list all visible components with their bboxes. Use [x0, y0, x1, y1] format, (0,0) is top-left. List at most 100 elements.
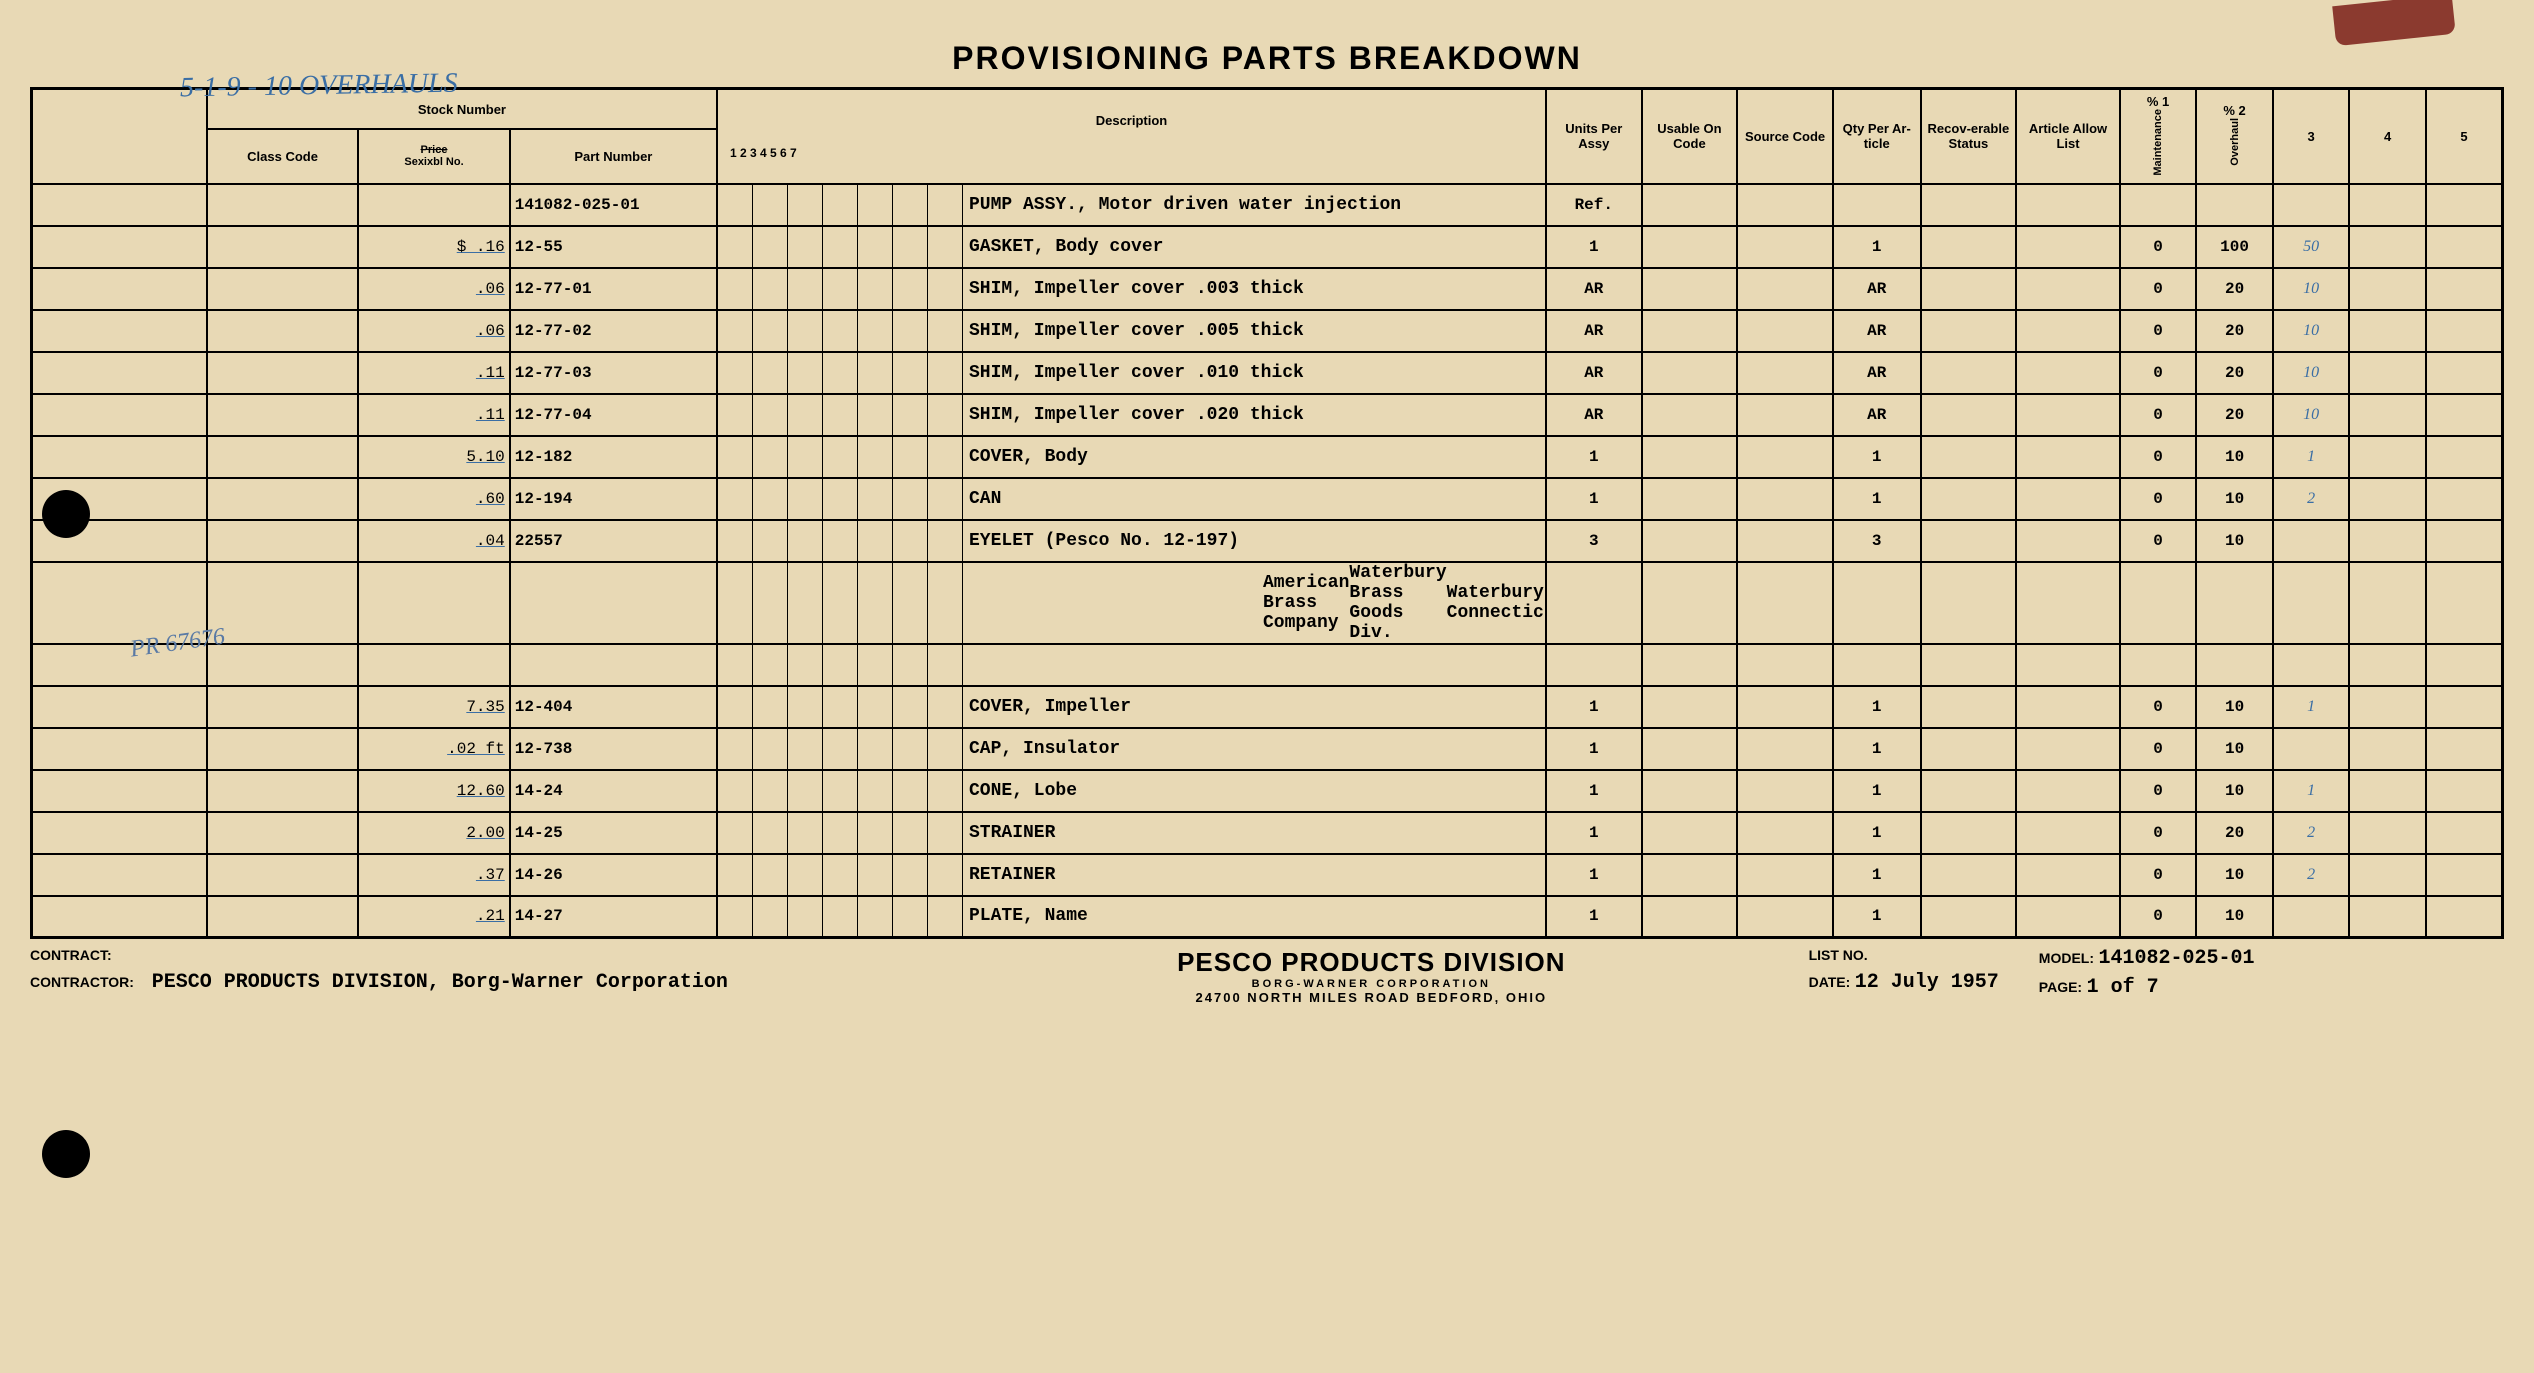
table-cell [32, 226, 207, 268]
header-pct5: 5 [2426, 89, 2503, 184]
table-cell: 20 [2196, 268, 2273, 310]
table-cell [1546, 562, 1642, 644]
table-cell [1737, 854, 1833, 896]
table-cell: 1 [1546, 770, 1642, 812]
table-cell: AR [1546, 394, 1642, 436]
header-pct4: 4 [2349, 89, 2426, 184]
page-value: 1 of 7 [2087, 976, 2159, 999]
table-cell [2426, 644, 2503, 686]
table-cell [2349, 896, 2426, 938]
table-cell [1921, 854, 2017, 896]
table-row: $ .1612-55 GASKET, Body cover 11010050 [32, 226, 2503, 268]
table-cell: 1 [1833, 686, 1921, 728]
table-cell: 14-27 [510, 896, 717, 938]
table-cell [2016, 812, 2120, 854]
table-cell [2349, 562, 2426, 644]
table-cell [1642, 520, 1738, 562]
table-cell [717, 644, 1546, 686]
table-row: 141082-025-01 PUMP ASSY., Motor driven w… [32, 184, 2503, 226]
header-pct2: % 2Overhaul [2196, 89, 2273, 184]
table-cell [2426, 226, 2503, 268]
table-row: 7.3512-404 COVER, Impeller 110101 [32, 686, 2503, 728]
table-cell [1642, 854, 1738, 896]
table-cell: 12-77-02 [510, 310, 717, 352]
table-cell [2120, 562, 2197, 644]
table-cell: GASKET, Body cover [717, 226, 1546, 268]
table-cell: 20 [2196, 394, 2273, 436]
list-label: LIST NO. [1809, 947, 1868, 963]
table-cell [1737, 770, 1833, 812]
table-cell [207, 854, 358, 896]
table-cell: 0 [2120, 352, 2197, 394]
table-row [32, 644, 2503, 686]
table-cell [2349, 644, 2426, 686]
header-price: Price Sexixbl No. [358, 129, 509, 183]
table-cell [207, 520, 358, 562]
table-cell [2016, 436, 2120, 478]
table-cell: .02 ft [358, 728, 509, 770]
table-cell: 0 [2120, 310, 2197, 352]
table-cell [1642, 770, 1738, 812]
table-cell [1833, 644, 1921, 686]
table-cell [2426, 268, 2503, 310]
table-cell [2426, 770, 2503, 812]
table-cell: 10 [2273, 268, 2350, 310]
table-row: 12.6014-24 CONE, Lobe 110101 [32, 770, 2503, 812]
table-cell: .11 [358, 352, 509, 394]
table-cell [207, 644, 358, 686]
table-cell [1921, 728, 2017, 770]
table-cell: 14-26 [510, 854, 717, 896]
table-cell: 14-25 [510, 812, 717, 854]
table-cell: AR [1833, 310, 1921, 352]
header-article: Article Allow List [2016, 89, 2120, 184]
table-cell [1642, 352, 1738, 394]
table-cell [2426, 812, 2503, 854]
table-cell [32, 686, 207, 728]
table-cell [2016, 394, 2120, 436]
table-cell [207, 268, 358, 310]
model-value: 141082-025-01 [2098, 947, 2254, 970]
table-cell [207, 896, 358, 938]
table-cell [1642, 812, 1738, 854]
table-cell: 12-182 [510, 436, 717, 478]
table-cell: COVER, Impeller [717, 686, 1546, 728]
table-cell: 100 [2196, 226, 2273, 268]
table-cell: 141082-025-01 [510, 184, 717, 226]
table-cell: 1 [2273, 686, 2350, 728]
table-cell [1921, 268, 2017, 310]
table-cell [207, 184, 358, 226]
table-row: .0612-77-02 SHIM, Impeller cover .005 th… [32, 310, 2503, 352]
table-cell [2349, 184, 2426, 226]
table-cell [207, 310, 358, 352]
table-cell: 1 [1833, 812, 1921, 854]
table-cell [32, 310, 207, 352]
table-cell [2426, 896, 2503, 938]
header-usable: Usable On Code [1642, 89, 1738, 184]
table-cell [207, 812, 358, 854]
table-cell [2016, 770, 2120, 812]
table-cell [2349, 728, 2426, 770]
table-cell: 7.35 [358, 686, 509, 728]
table-cell [1921, 352, 2017, 394]
table-cell: 1 [1833, 226, 1921, 268]
table-cell [207, 436, 358, 478]
table-cell [1737, 896, 1833, 938]
table-cell [2016, 854, 2120, 896]
table-cell [2120, 644, 2197, 686]
table-cell: AR [1546, 310, 1642, 352]
header-pct1: % 1Maintenance [2120, 89, 2197, 184]
table-cell [2349, 478, 2426, 520]
table-cell: .60 [358, 478, 509, 520]
table-cell: 12-404 [510, 686, 717, 728]
table-cell [2016, 896, 2120, 938]
table-cell [32, 268, 207, 310]
table-cell [2426, 686, 2503, 728]
header-pct3: 3 [2273, 89, 2350, 184]
table-cell [2349, 226, 2426, 268]
table-cell [1642, 394, 1738, 436]
table-cell [32, 854, 207, 896]
table-cell: 1 [1833, 728, 1921, 770]
table-cell [358, 184, 509, 226]
table-cell [207, 562, 358, 644]
table-cell [2273, 562, 2350, 644]
